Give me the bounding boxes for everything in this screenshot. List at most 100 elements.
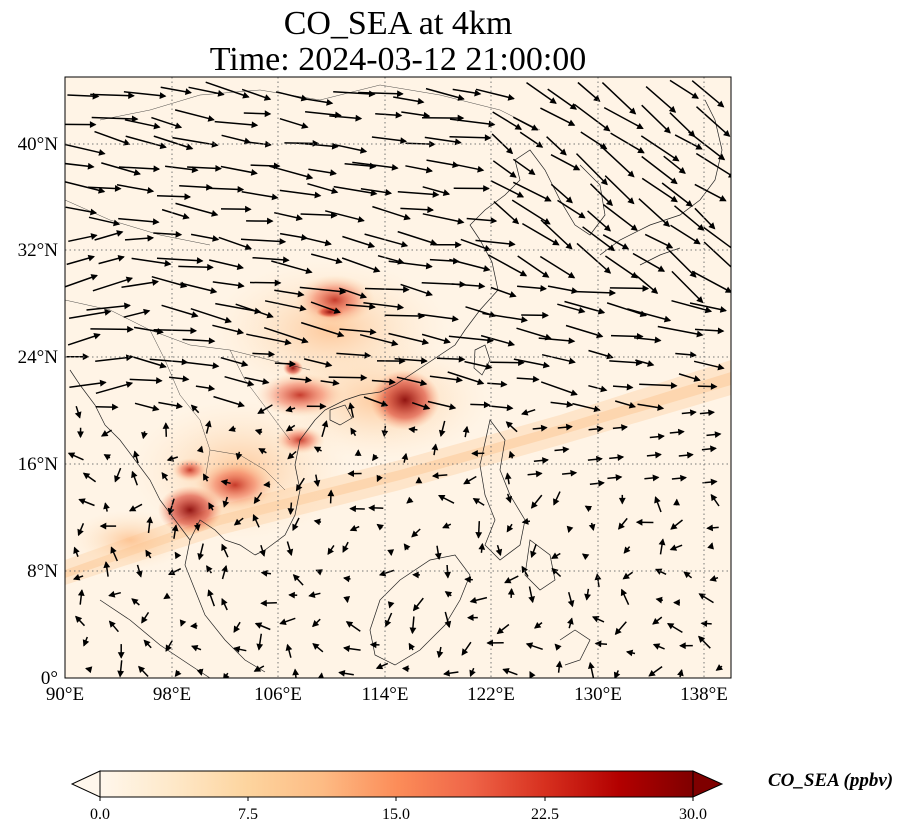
wind-arrow-head (696, 296, 704, 304)
wind-arrow-head (191, 166, 199, 174)
wind-arrow-head (67, 452, 76, 459)
wind-arrow-head (693, 237, 701, 245)
wind-arrow-head (689, 351, 697, 359)
wind-arrow-shaft (632, 252, 665, 272)
wind-arrow-head (710, 493, 718, 502)
wind-arrow-shaft (235, 303, 274, 318)
wind-arrow-shaft (188, 86, 224, 96)
wind-arrow-head (516, 191, 525, 198)
wind-arrow-head (696, 330, 704, 338)
wind-arrow-head (423, 111, 431, 119)
wind-arrow-shaft (218, 236, 252, 250)
wind-arrow-head (698, 635, 706, 643)
wind-arrow-head (693, 375, 701, 382)
wind-arrow-head (542, 311, 549, 319)
wind-arrow-head (444, 620, 452, 629)
wind-arrow-head (233, 646, 241, 653)
wind-arrow-shaft (482, 312, 528, 322)
wind-arrow-head (260, 569, 268, 577)
wind-arrow-shaft (363, 301, 404, 309)
wind-arrow-head (114, 475, 121, 483)
wind-arrow-head (131, 115, 139, 123)
wind-arrow-head (565, 196, 573, 204)
wind-arrow-head (552, 239, 560, 246)
wind-arrow-head (654, 496, 661, 504)
colorbar-tick-label: 15.0 (382, 806, 410, 823)
wind-arrow-shaft (175, 202, 218, 216)
wind-arrow-head (85, 666, 93, 674)
wind-arrow-head (77, 528, 84, 537)
wind-arrow-head (605, 199, 613, 207)
wind-arrow-head (103, 454, 111, 461)
wind-arrow-head (338, 669, 346, 677)
colorbar-label: CO_SEA (ppbv) (768, 770, 894, 791)
wind-arrow-head (455, 376, 463, 384)
wind-arrow-shaft (371, 136, 407, 143)
wind-arrow-head (359, 292, 368, 299)
wind-arrow-head (506, 404, 514, 412)
wind-arrow-head (710, 383, 718, 390)
wind-arrow-shaft (539, 255, 575, 279)
wind-arrow-head (403, 213, 411, 221)
wind-arrow-head (314, 191, 322, 199)
wind-arrow-head (412, 571, 419, 579)
wind-arrow-head (507, 93, 515, 101)
wind-arrow-head (650, 287, 659, 294)
wind-arrow-head (196, 445, 204, 453)
wind-arrow-head (449, 403, 457, 411)
wind-arrow-head (622, 572, 630, 580)
wind-arrow-head (511, 217, 520, 225)
wind-arrow-head (387, 549, 395, 557)
wind-arrow-head (635, 518, 643, 526)
wind-arrow-shaft (342, 235, 375, 248)
wind-arrow-head (469, 596, 477, 604)
wind-arrow-head (623, 546, 631, 554)
wind-arrow-shaft (364, 233, 408, 247)
wind-arrow-head (271, 193, 279, 201)
wind-arrow-head (683, 571, 691, 579)
wind-arrow-head (110, 546, 117, 554)
wind-arrow-head (400, 240, 409, 248)
wind-arrow-head (305, 376, 313, 384)
wind-arrow-head (420, 357, 428, 365)
wind-arrow-head (417, 97, 425, 105)
wind-arrow-head (369, 328, 377, 336)
wind-arrow-head (312, 643, 320, 650)
wind-arrow-head (147, 187, 155, 194)
wind-arrow-shaft (69, 381, 106, 389)
wind-arrow-head (636, 122, 644, 130)
wind-arrow-head (207, 115, 215, 122)
ytick-label: 32°N (18, 240, 59, 261)
wind-arrow-head (331, 187, 339, 195)
wind-arrow-head (707, 542, 714, 550)
wind-arrow-head (312, 620, 320, 628)
x-tick-labels: 90°E 98°E 106°E 114°E 122°E 130°E 138°E (46, 684, 728, 705)
wind-arrow-shaft (671, 299, 712, 313)
wind-arrow-head (89, 121, 97, 129)
xtick-label: 98°E (153, 684, 191, 705)
ytick-label: 0° (41, 668, 58, 689)
wind-arrow-head (100, 430, 109, 437)
wind-arrow-shaft (641, 155, 678, 185)
wind-arrow-head (677, 669, 684, 677)
wind-arrow-head (337, 330, 345, 338)
wind-arrow-head (369, 303, 376, 310)
wind-arrow-head (669, 544, 678, 551)
wind-arrow-shaft (670, 224, 701, 245)
wind-arrow-head (568, 357, 576, 365)
wind-arrow-head (179, 619, 187, 627)
wind-arrow-head (182, 375, 190, 383)
wind-arrow-head (335, 257, 343, 265)
wind-arrow-shaft (90, 93, 134, 97)
wind-arrow-head (652, 474, 660, 482)
wind-arrow-head (530, 550, 537, 559)
wind-arrow-head (717, 327, 725, 335)
wind-arrow-head (626, 383, 634, 391)
xtick-label: 114°E (362, 684, 409, 705)
wind-arrow-head (408, 642, 415, 651)
wind-arrow-head (349, 524, 358, 532)
wind-arrow-head (215, 164, 222, 172)
wind-arrow-head (305, 267, 313, 275)
wind-arrow-head (258, 448, 266, 455)
wind-arrow-head (117, 652, 125, 659)
